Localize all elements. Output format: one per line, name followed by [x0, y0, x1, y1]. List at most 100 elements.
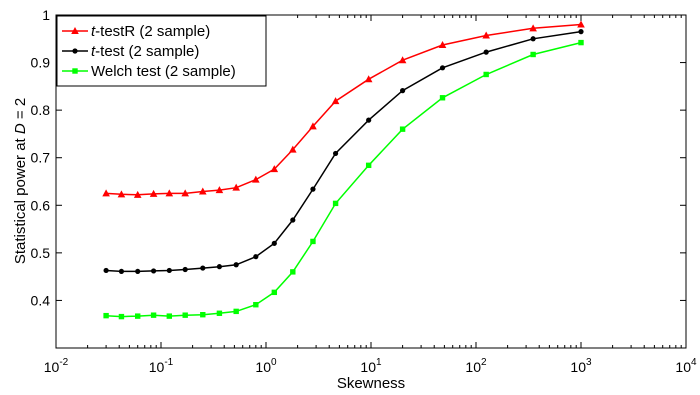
data-point	[578, 39, 584, 46]
x-tick-label-base: 10	[570, 359, 586, 375]
data-point	[439, 65, 446, 71]
legend-label-italic: t	[91, 23, 96, 40]
data-point	[233, 262, 239, 268]
x-tick-label: 101	[360, 357, 382, 375]
data-point	[530, 51, 536, 58]
data-point	[529, 24, 537, 32]
data-point	[198, 187, 207, 195]
y-tick-label: 1	[42, 7, 50, 23]
legend-marker-0	[71, 27, 79, 34]
x-tick-label-exponent: 0	[271, 357, 277, 368]
data-point	[331, 97, 340, 105]
data-point	[289, 145, 297, 153]
data-point	[483, 71, 489, 78]
data-point	[216, 264, 223, 270]
x-tick-label-base: 10	[465, 359, 481, 375]
data-point	[364, 75, 373, 83]
data-point	[290, 269, 296, 275]
data-point	[215, 186, 224, 194]
x-tick-label-base: 10	[360, 359, 376, 375]
data-point	[271, 289, 278, 296]
y-tick-label: 0.7	[31, 150, 51, 166]
legend-label-text: -testR (2 sample)	[95, 23, 210, 40]
data-point	[166, 267, 172, 274]
data-point	[578, 29, 584, 35]
x-tick-label-exponent: 4	[691, 357, 697, 368]
data-point	[439, 95, 446, 101]
legend-label-text: -test (2 sample)	[95, 43, 199, 60]
x-tick-label-base: 10	[44, 359, 60, 375]
x-tick-label: 10-2	[44, 357, 69, 375]
legend-label-2: Welch test (2 sample)	[91, 63, 236, 80]
y-tick-label: 0.8	[31, 102, 51, 118]
data-point	[398, 56, 407, 64]
x-tick-label-base: 10	[255, 359, 271, 375]
data-point	[166, 313, 173, 319]
x-tick-label: 104	[675, 357, 697, 375]
x-tick-label-base: 10	[675, 359, 691, 375]
series-markers	[102, 20, 585, 320]
y-tick-label: 0.4	[31, 292, 51, 308]
data-point	[103, 267, 109, 274]
data-point	[232, 183, 240, 191]
x-tick-label-exponent: 1	[376, 357, 382, 368]
x-tick-label: 10-1	[149, 357, 174, 375]
data-point	[365, 162, 372, 169]
legend-marker-2	[72, 68, 78, 74]
y-tick-label: 0.9	[31, 55, 51, 71]
data-point	[200, 312, 206, 318]
data-point	[133, 190, 142, 198]
legend-box	[56, 15, 267, 87]
data-point	[252, 175, 260, 183]
x-tick-label-exponent: 3	[586, 357, 592, 368]
data-point	[135, 268, 141, 275]
data-point	[310, 238, 316, 245]
data-point	[253, 254, 259, 260]
data-point	[530, 36, 536, 42]
data-point	[181, 189, 189, 197]
data-point	[483, 49, 489, 55]
legend-label-1: t-test (2 sample)	[91, 43, 199, 60]
data-point	[103, 312, 109, 319]
data-point	[118, 268, 125, 275]
data-point	[233, 308, 239, 315]
data-point	[135, 313, 141, 319]
y-axis-label-var: D	[12, 123, 29, 134]
data-point	[577, 20, 585, 28]
data-point	[165, 189, 174, 197]
x-tick-label: 103	[570, 357, 592, 375]
y-tick-label: 0.6	[31, 197, 51, 213]
data-point	[310, 186, 316, 192]
data-point	[149, 189, 158, 197]
legend-label-italic: t	[91, 43, 96, 60]
y-tick-label: 0.5	[31, 245, 51, 261]
data-point	[400, 88, 406, 94]
data-point	[150, 312, 157, 318]
data-point	[482, 31, 490, 39]
data-point	[290, 217, 296, 223]
x-axis-label: Skewness	[337, 375, 405, 392]
legend-label-0: t-testR (2 sample)	[91, 23, 210, 40]
data-point	[150, 268, 157, 274]
data-point	[182, 266, 188, 273]
data-point	[399, 126, 406, 132]
x-tick-label-exponent: -1	[164, 357, 173, 368]
y-axis-label: Statistical power at D = 2	[12, 98, 29, 264]
series-line-0	[106, 23, 582, 196]
y-axis-label-suffix: = 2	[12, 98, 29, 123]
data-point	[332, 150, 339, 157]
series-line-1	[106, 30, 582, 273]
data-point	[118, 313, 125, 320]
x-tick-label: 102	[465, 357, 487, 375]
legend: t-testR (2 sample)t-test (2 sample)Welch…	[56, 15, 267, 87]
data-point	[438, 40, 447, 48]
axis-ticks: 10-2 10-1 100 101 102 103 1040.40.50.60.70.80.…	[31, 7, 697, 375]
legend-marker-1	[72, 48, 78, 54]
data-point	[271, 240, 277, 246]
data-point	[332, 200, 339, 207]
x-tick-label-base: 10	[149, 359, 165, 375]
data-point	[270, 165, 279, 173]
data-point	[366, 117, 372, 123]
y-axis-label-prefix: Statistical power at	[12, 134, 29, 264]
